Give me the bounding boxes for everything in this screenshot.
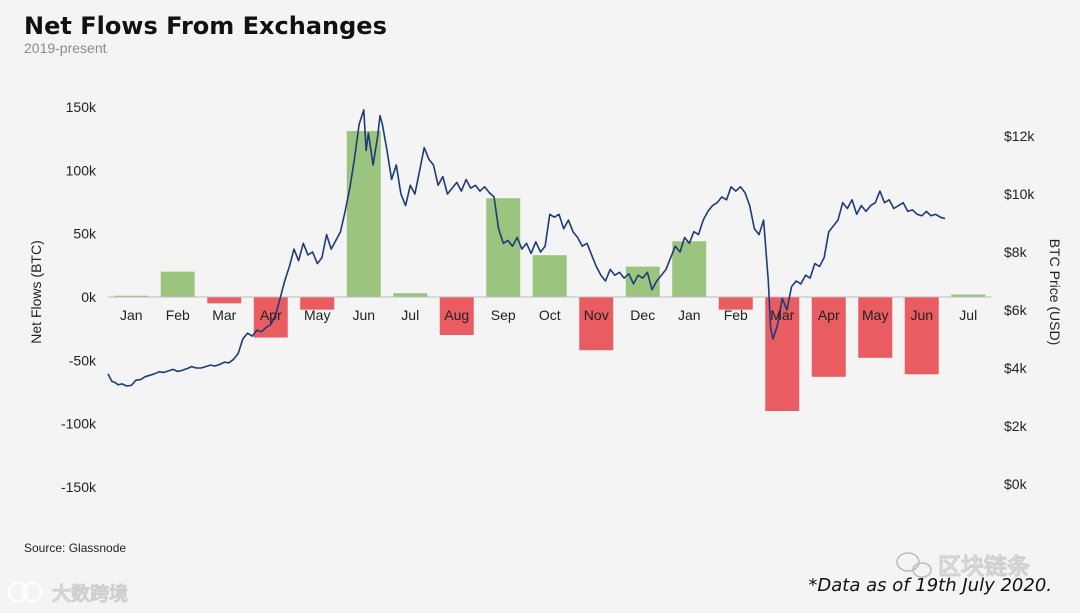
month-labels: Jan Feb Mar Apr May Jun Jul Aug Sep Oct Nov Dec Jan F… (120, 307, 977, 323)
month-label-18: Jul (959, 307, 977, 323)
bar-2 (207, 297, 242, 304)
month-label-15: Apr (818, 307, 840, 323)
month-label-3: Apr (260, 307, 282, 323)
bar-16 (858, 297, 893, 358)
watermark-left-text: 大数跨境 (52, 582, 128, 605)
month-label-6: Jul (401, 307, 419, 323)
chart-subtitle: 2019-present (24, 40, 107, 56)
month-label-12: Jan (678, 307, 701, 323)
right-tick-1: $10k (1004, 186, 1035, 202)
watermark-right: 区块链条 (896, 552, 1030, 580)
wechat-icon (896, 552, 932, 578)
bar-15 (811, 297, 846, 377)
bar-5 (346, 131, 381, 297)
left-tick-0: 150k (66, 99, 97, 115)
month-label-1: Feb (166, 307, 190, 323)
bar-7 (439, 297, 474, 335)
bar-14 (765, 297, 800, 411)
left-tick-5: -100k (61, 416, 97, 432)
bar-18 (951, 294, 986, 297)
month-label-10: Nov (584, 307, 609, 323)
left-tick-4: -50k (69, 352, 97, 368)
chart-title: Net Flows From Exchanges (24, 12, 387, 40)
month-label-9: Oct (539, 307, 561, 323)
month-label-7: Aug (444, 307, 469, 323)
right-tick-6: $0k (1004, 476, 1028, 492)
month-label-0: Jan (120, 307, 143, 323)
left-tick-2: 50k (73, 226, 97, 242)
data-note: *Data as of 19th July 2020. (808, 575, 1052, 596)
bar-1 (160, 271, 195, 297)
right-tick-2: $8k (1004, 244, 1028, 260)
bar-4 (300, 297, 335, 310)
watermark-logo-icon (7, 581, 29, 603)
left-tick-3: 0k (81, 289, 97, 305)
bar-17 (904, 297, 939, 375)
left-axis-ticks: 150k 100k 50k 0k -50k -100k -150k (61, 99, 97, 495)
bar-13 (718, 297, 753, 310)
net-flow-bars (114, 131, 986, 411)
right-tick-4: $4k (1004, 360, 1028, 376)
month-label-8: Sep (491, 307, 516, 323)
bar-11 (625, 266, 660, 297)
watermark-logo-icon-2 (21, 581, 43, 603)
left-axis-label: Net Flows (BTC) (28, 240, 44, 343)
left-tick-1: 100k (66, 162, 97, 178)
month-label-2: Mar (212, 307, 236, 323)
month-label-17: Jun (910, 307, 933, 323)
left-tick-6: -150k (61, 479, 97, 495)
month-label-14: Mar (770, 307, 794, 323)
bar-0 (114, 295, 149, 298)
right-tick-5: $2k (1004, 418, 1028, 434)
month-label-5: Jun (352, 307, 375, 323)
month-label-13: Feb (724, 307, 748, 323)
right-axis-ticks: $12k $10k $8k $6k $4k $2k $0k (1004, 128, 1035, 492)
source-text: Source: Glassnode (24, 541, 126, 555)
bar-9 (532, 255, 567, 297)
month-label-16: May (862, 307, 888, 323)
bar-6 (393, 293, 428, 297)
right-tick-3: $6k (1004, 302, 1028, 318)
right-tick-0: $12k (1004, 128, 1035, 144)
watermark-right-text: 区块链条 (938, 553, 1030, 580)
month-label-11: Dec (630, 307, 655, 323)
right-axis-label: BTC Price (USD) (1047, 239, 1063, 346)
btc-price-line (107, 109, 946, 387)
month-label-4: May (304, 307, 330, 323)
bar-10 (579, 297, 614, 351)
bar-8 (486, 198, 521, 297)
watermark-left: 大数跨境 (7, 581, 128, 605)
